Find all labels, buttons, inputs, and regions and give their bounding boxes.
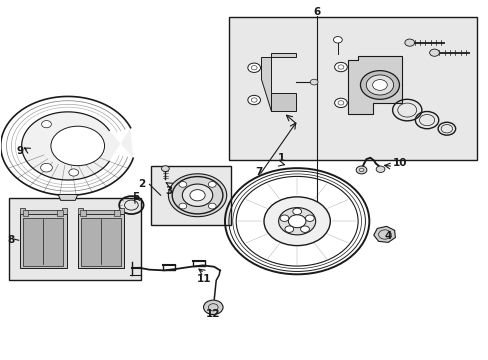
Circle shape (334, 62, 346, 72)
Circle shape (51, 126, 104, 166)
Text: 12: 12 (205, 310, 220, 319)
Text: 10: 10 (392, 158, 407, 168)
Text: 6: 6 (312, 7, 320, 17)
Polygon shape (78, 208, 124, 215)
Polygon shape (373, 226, 395, 242)
Bar (23, 218, 63, 266)
Circle shape (208, 203, 216, 209)
Bar (151, 166, 231, 225)
Circle shape (300, 226, 309, 233)
Circle shape (203, 300, 223, 315)
Bar (81, 218, 121, 266)
Text: 4: 4 (384, 231, 391, 240)
Circle shape (366, 75, 393, 95)
Circle shape (264, 197, 330, 246)
Bar (22, 210, 28, 216)
Polygon shape (347, 56, 401, 114)
Circle shape (41, 163, 52, 172)
Bar (57, 210, 62, 216)
Circle shape (309, 79, 317, 85)
Circle shape (372, 80, 386, 90)
Bar (228, 17, 476, 160)
Circle shape (179, 203, 186, 209)
Polygon shape (168, 174, 226, 217)
Text: 7: 7 (255, 167, 262, 177)
Polygon shape (58, 194, 78, 201)
Text: 2: 2 (138, 179, 145, 189)
Circle shape (429, 49, 439, 56)
Polygon shape (271, 93, 295, 111)
Circle shape (247, 95, 260, 105)
Polygon shape (21, 112, 133, 180)
Circle shape (247, 63, 260, 72)
Text: 8: 8 (8, 235, 15, 245)
Circle shape (208, 181, 216, 187)
Circle shape (292, 208, 301, 215)
Bar (80, 210, 86, 216)
Circle shape (41, 121, 51, 128)
Text: 9: 9 (17, 145, 24, 156)
Circle shape (161, 166, 169, 171)
Circle shape (182, 184, 212, 206)
Circle shape (334, 98, 346, 108)
Circle shape (333, 37, 342, 43)
Text: 3: 3 (165, 186, 172, 197)
Polygon shape (20, 208, 66, 215)
Bar (20, 215, 66, 268)
Circle shape (375, 166, 384, 172)
Circle shape (189, 190, 205, 201)
Bar (78, 215, 124, 268)
Circle shape (69, 169, 79, 176)
Circle shape (288, 215, 305, 228)
Text: 5: 5 (132, 192, 140, 202)
Circle shape (280, 215, 288, 221)
Text: 11: 11 (197, 274, 211, 284)
Circle shape (305, 215, 314, 221)
Circle shape (285, 226, 293, 233)
Circle shape (355, 166, 366, 174)
Circle shape (179, 181, 186, 187)
Polygon shape (261, 53, 295, 111)
Circle shape (404, 39, 414, 46)
Circle shape (278, 208, 315, 235)
Bar (9, 198, 141, 280)
Text: 1: 1 (277, 153, 284, 163)
Bar (114, 210, 120, 216)
Circle shape (360, 71, 399, 99)
